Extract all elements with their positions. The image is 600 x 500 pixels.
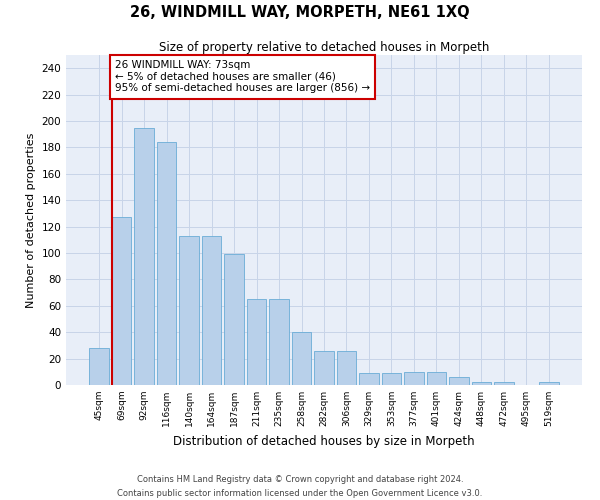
Bar <box>539 382 559 385</box>
Text: Contains HM Land Registry data © Crown copyright and database right 2024.
Contai: Contains HM Land Registry data © Crown c… <box>118 476 482 498</box>
Bar <box>449 377 469 385</box>
Bar <box>179 236 199 385</box>
Bar <box>359 373 379 385</box>
Bar <box>337 350 356 385</box>
Text: 26, WINDMILL WAY, MORPETH, NE61 1XQ: 26, WINDMILL WAY, MORPETH, NE61 1XQ <box>130 5 470 20</box>
Bar <box>472 382 491 385</box>
Bar <box>157 142 176 385</box>
Text: 26 WINDMILL WAY: 73sqm
← 5% of detached houses are smaller (46)
95% of semi-deta: 26 WINDMILL WAY: 73sqm ← 5% of detached … <box>115 60 370 94</box>
Y-axis label: Number of detached properties: Number of detached properties <box>26 132 36 308</box>
Bar <box>247 299 266 385</box>
Bar <box>494 382 514 385</box>
Bar <box>134 128 154 385</box>
Bar <box>89 348 109 385</box>
Bar <box>292 332 311 385</box>
X-axis label: Distribution of detached houses by size in Morpeth: Distribution of detached houses by size … <box>173 434 475 448</box>
Title: Size of property relative to detached houses in Morpeth: Size of property relative to detached ho… <box>159 41 489 54</box>
Bar <box>224 254 244 385</box>
Bar <box>112 218 131 385</box>
Bar <box>269 299 289 385</box>
Bar <box>427 372 446 385</box>
Bar <box>404 372 424 385</box>
Bar <box>202 236 221 385</box>
Bar <box>314 350 334 385</box>
Bar <box>382 373 401 385</box>
